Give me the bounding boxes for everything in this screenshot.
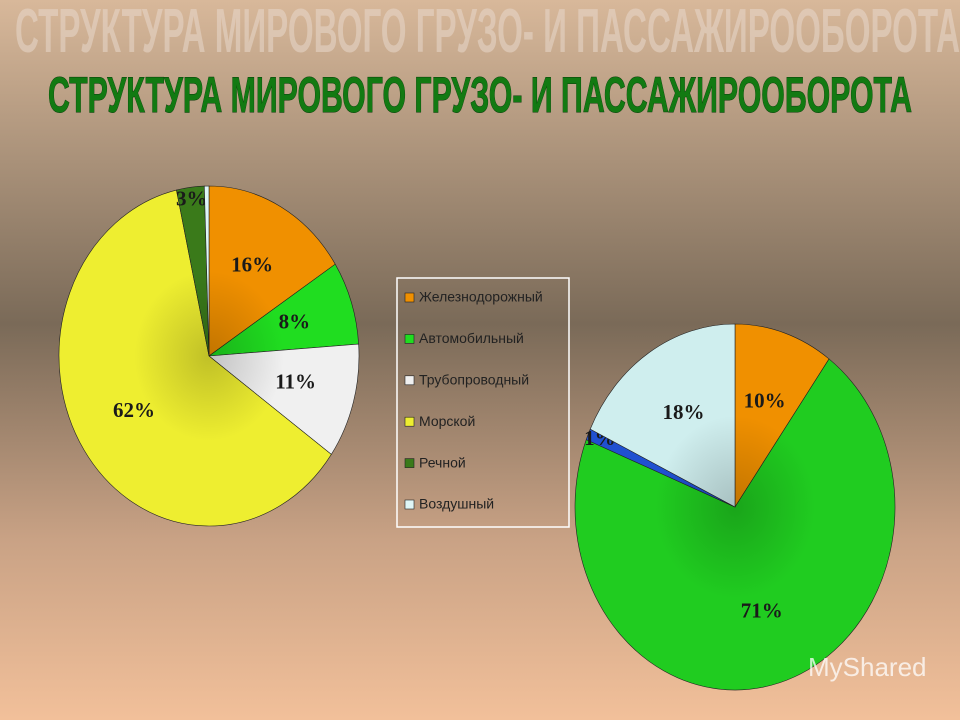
legend-swatch xyxy=(404,458,415,468)
data-label: 71% xyxy=(741,598,783,622)
data-label: 62% xyxy=(113,398,155,422)
legend-label: Речной xyxy=(419,454,466,470)
legend-swatch xyxy=(404,292,415,303)
legend-label: Морской xyxy=(419,413,475,429)
data-label: 18% xyxy=(663,400,705,424)
legend-box xyxy=(396,277,570,528)
title-echo: СТРУКТУРА МИРОВОГО ГРУЗО- И ПАССАЖИРООБО… xyxy=(15,0,960,66)
watermark: MyShared xyxy=(808,652,927,682)
data-label: 16% xyxy=(231,252,273,276)
legend-label: Воздушный xyxy=(419,496,494,512)
legend-swatch xyxy=(404,499,415,510)
legend-swatch xyxy=(404,334,415,344)
legend-label: Железнодорожный xyxy=(419,289,543,305)
data-label: 10% xyxy=(744,388,786,412)
title: СТРУКТУРА МИРОВОГО ГРУЗО- И ПАССАЖИРООБО… xyxy=(48,67,912,123)
data-label: 3% xyxy=(176,187,208,211)
charts: 16%8%11%62%3%10%71%1%18% xyxy=(58,185,896,691)
legend-label: Трубопроводный xyxy=(419,372,529,388)
data-label: 11% xyxy=(275,369,316,393)
data-label: 8% xyxy=(279,310,311,334)
legend-label: Автомобильный xyxy=(419,330,524,346)
legend-swatch xyxy=(404,375,415,386)
legend-swatch xyxy=(404,416,415,427)
